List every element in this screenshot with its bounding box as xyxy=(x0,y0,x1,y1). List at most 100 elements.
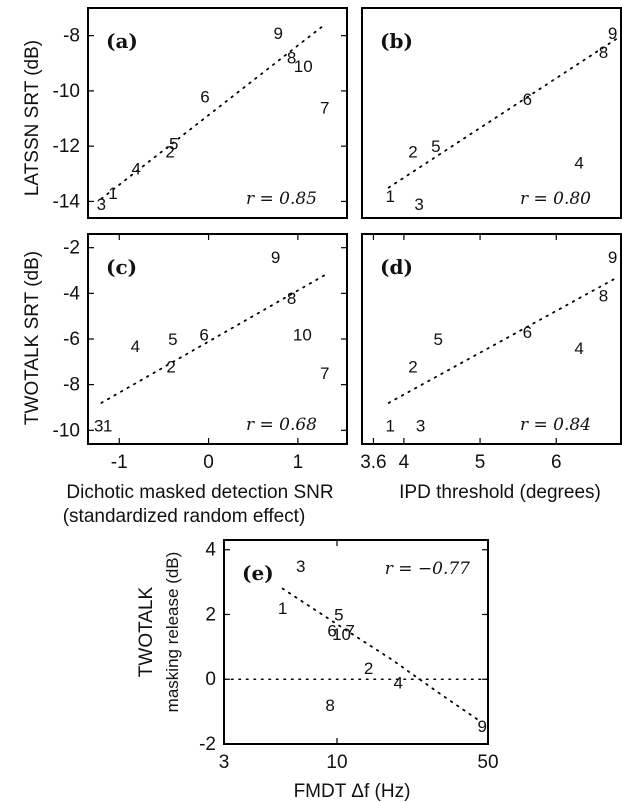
x-axis-label-dichotic-sub: (standardized random effect) xyxy=(63,506,306,527)
y-tick-label: -8 xyxy=(63,26,80,47)
data-point: 8 xyxy=(599,287,608,306)
data-point: 6 xyxy=(327,622,336,641)
data-point: 2 xyxy=(364,659,373,678)
data-point: 8 xyxy=(287,49,296,68)
correlation-label: r = −0.77 xyxy=(385,559,470,579)
data-point: 9 xyxy=(273,24,282,43)
data-point: 3 xyxy=(94,417,103,436)
x-tick-label: 3.6 xyxy=(360,452,386,473)
data-point: 8 xyxy=(287,289,296,308)
data-point: 6 xyxy=(523,323,532,342)
data-point: 1 xyxy=(108,184,117,203)
data-point: 5 xyxy=(334,605,343,624)
panel-b: 98 6 52 4 1 3 (b) r = 0.80 xyxy=(361,7,622,219)
panel-d: 3.6456798654213(d)r = 0.84 xyxy=(360,233,622,473)
y-tick-label: -2 xyxy=(199,734,216,755)
data-point: 4 xyxy=(131,337,140,356)
y-tick-label: -6 xyxy=(63,329,80,350)
fit-line xyxy=(100,274,326,404)
data-point: 4 xyxy=(393,673,402,692)
data-point: 1 xyxy=(385,187,394,206)
fit-line xyxy=(387,37,619,189)
panel-frame xyxy=(87,7,348,219)
fit-line xyxy=(387,276,619,404)
x-axis-label-ipd: IPD threshold (degrees) xyxy=(399,482,601,503)
fit-line xyxy=(100,23,326,200)
data-point: 6 xyxy=(200,87,209,106)
data-point: 4 xyxy=(574,339,583,358)
y-tick-label: -12 xyxy=(53,136,80,157)
data-point: 9 xyxy=(477,717,486,736)
data-point: 1 xyxy=(385,417,394,436)
y-tick-label: -8 xyxy=(63,375,80,396)
data-point: 9 xyxy=(608,248,617,267)
panel-label: (e) xyxy=(242,561,274,585)
y-tick-label: 4 xyxy=(205,540,216,561)
panel-frame xyxy=(361,233,622,445)
data-point: 7 xyxy=(320,98,329,117)
data-point: 5 xyxy=(433,330,442,349)
data-point: 5 xyxy=(168,330,177,349)
data-point: 4 xyxy=(131,159,140,178)
fit-line xyxy=(281,587,482,723)
x-tick-label: 0 xyxy=(203,452,214,473)
panel-frame xyxy=(223,539,489,745)
data-point: 1 xyxy=(103,417,112,436)
x-tick-label: 3 xyxy=(219,752,230,773)
data-point: 5 xyxy=(431,137,440,156)
y-tick-label: -10 xyxy=(53,420,80,441)
panel-label: (c) xyxy=(106,255,137,279)
data-point: 3 xyxy=(416,417,425,436)
x-tick-label: 10 xyxy=(326,752,347,773)
data-point: 1 xyxy=(278,599,287,618)
data-point: 8 xyxy=(599,43,608,62)
data-point: 7 xyxy=(320,364,329,383)
correlation-label: r = 0.68 xyxy=(246,415,317,435)
data-point: 10 xyxy=(293,325,312,344)
data-point: 4 xyxy=(574,154,583,173)
x-tick-label: 5 xyxy=(475,452,486,473)
y-axis-label-e-top: TWOTALK xyxy=(136,586,157,677)
y-axis-label-e-bottom: masking release (dB) xyxy=(163,552,182,713)
data-point: 3 xyxy=(296,557,305,576)
data-point: 3 xyxy=(414,195,423,214)
x-tick-label: 4 xyxy=(399,452,410,473)
data-point: 9 xyxy=(608,24,617,43)
y-tick-label: -2 xyxy=(63,238,80,259)
x-tick-label: 50 xyxy=(477,752,498,773)
y-axis-label-twotalk: TWOTALK SRT (dB) xyxy=(22,251,43,425)
x-axis-label-fmdt: FMDT Δf (Hz) xyxy=(294,781,411,802)
x-tick-label: 6 xyxy=(551,452,562,473)
y-tick-label: 0 xyxy=(205,669,216,690)
panel-label: (a) xyxy=(106,29,138,53)
correlation-label: r = 0.85 xyxy=(246,189,317,209)
x-tick-label: -1 xyxy=(111,452,128,473)
y-axis-label-latssn: LATSSN SRT (dB) xyxy=(22,40,43,196)
y-tick-label: -14 xyxy=(53,191,81,212)
data-point: 6 xyxy=(523,90,532,109)
y-tick-label: -4 xyxy=(63,283,80,304)
panel-frame xyxy=(361,7,622,219)
data-point: 10 xyxy=(294,57,313,76)
data-point: 8 xyxy=(325,696,334,715)
data-point: 6 xyxy=(199,325,208,344)
data-point: 5 xyxy=(169,134,178,153)
data-point: 2 xyxy=(408,143,417,162)
y-tick-label: 2 xyxy=(205,604,216,625)
data-point: 2 xyxy=(166,357,175,376)
x-tick-label: 1 xyxy=(293,452,304,473)
data-point: 3 xyxy=(97,195,106,214)
data-point: 10 xyxy=(332,625,351,644)
correlation-label: r = 0.80 xyxy=(520,189,591,209)
correlation-label: r = 0.84 xyxy=(520,415,591,435)
x-axis-label-dichotic: Dichotic masked detection SNR xyxy=(66,482,333,503)
panel-label: (d) xyxy=(380,255,413,279)
y-tick-label: -10 xyxy=(53,81,80,102)
data-point: 2 xyxy=(408,357,417,376)
data-point: 9 xyxy=(271,248,280,267)
data-point: 2 xyxy=(165,143,174,162)
